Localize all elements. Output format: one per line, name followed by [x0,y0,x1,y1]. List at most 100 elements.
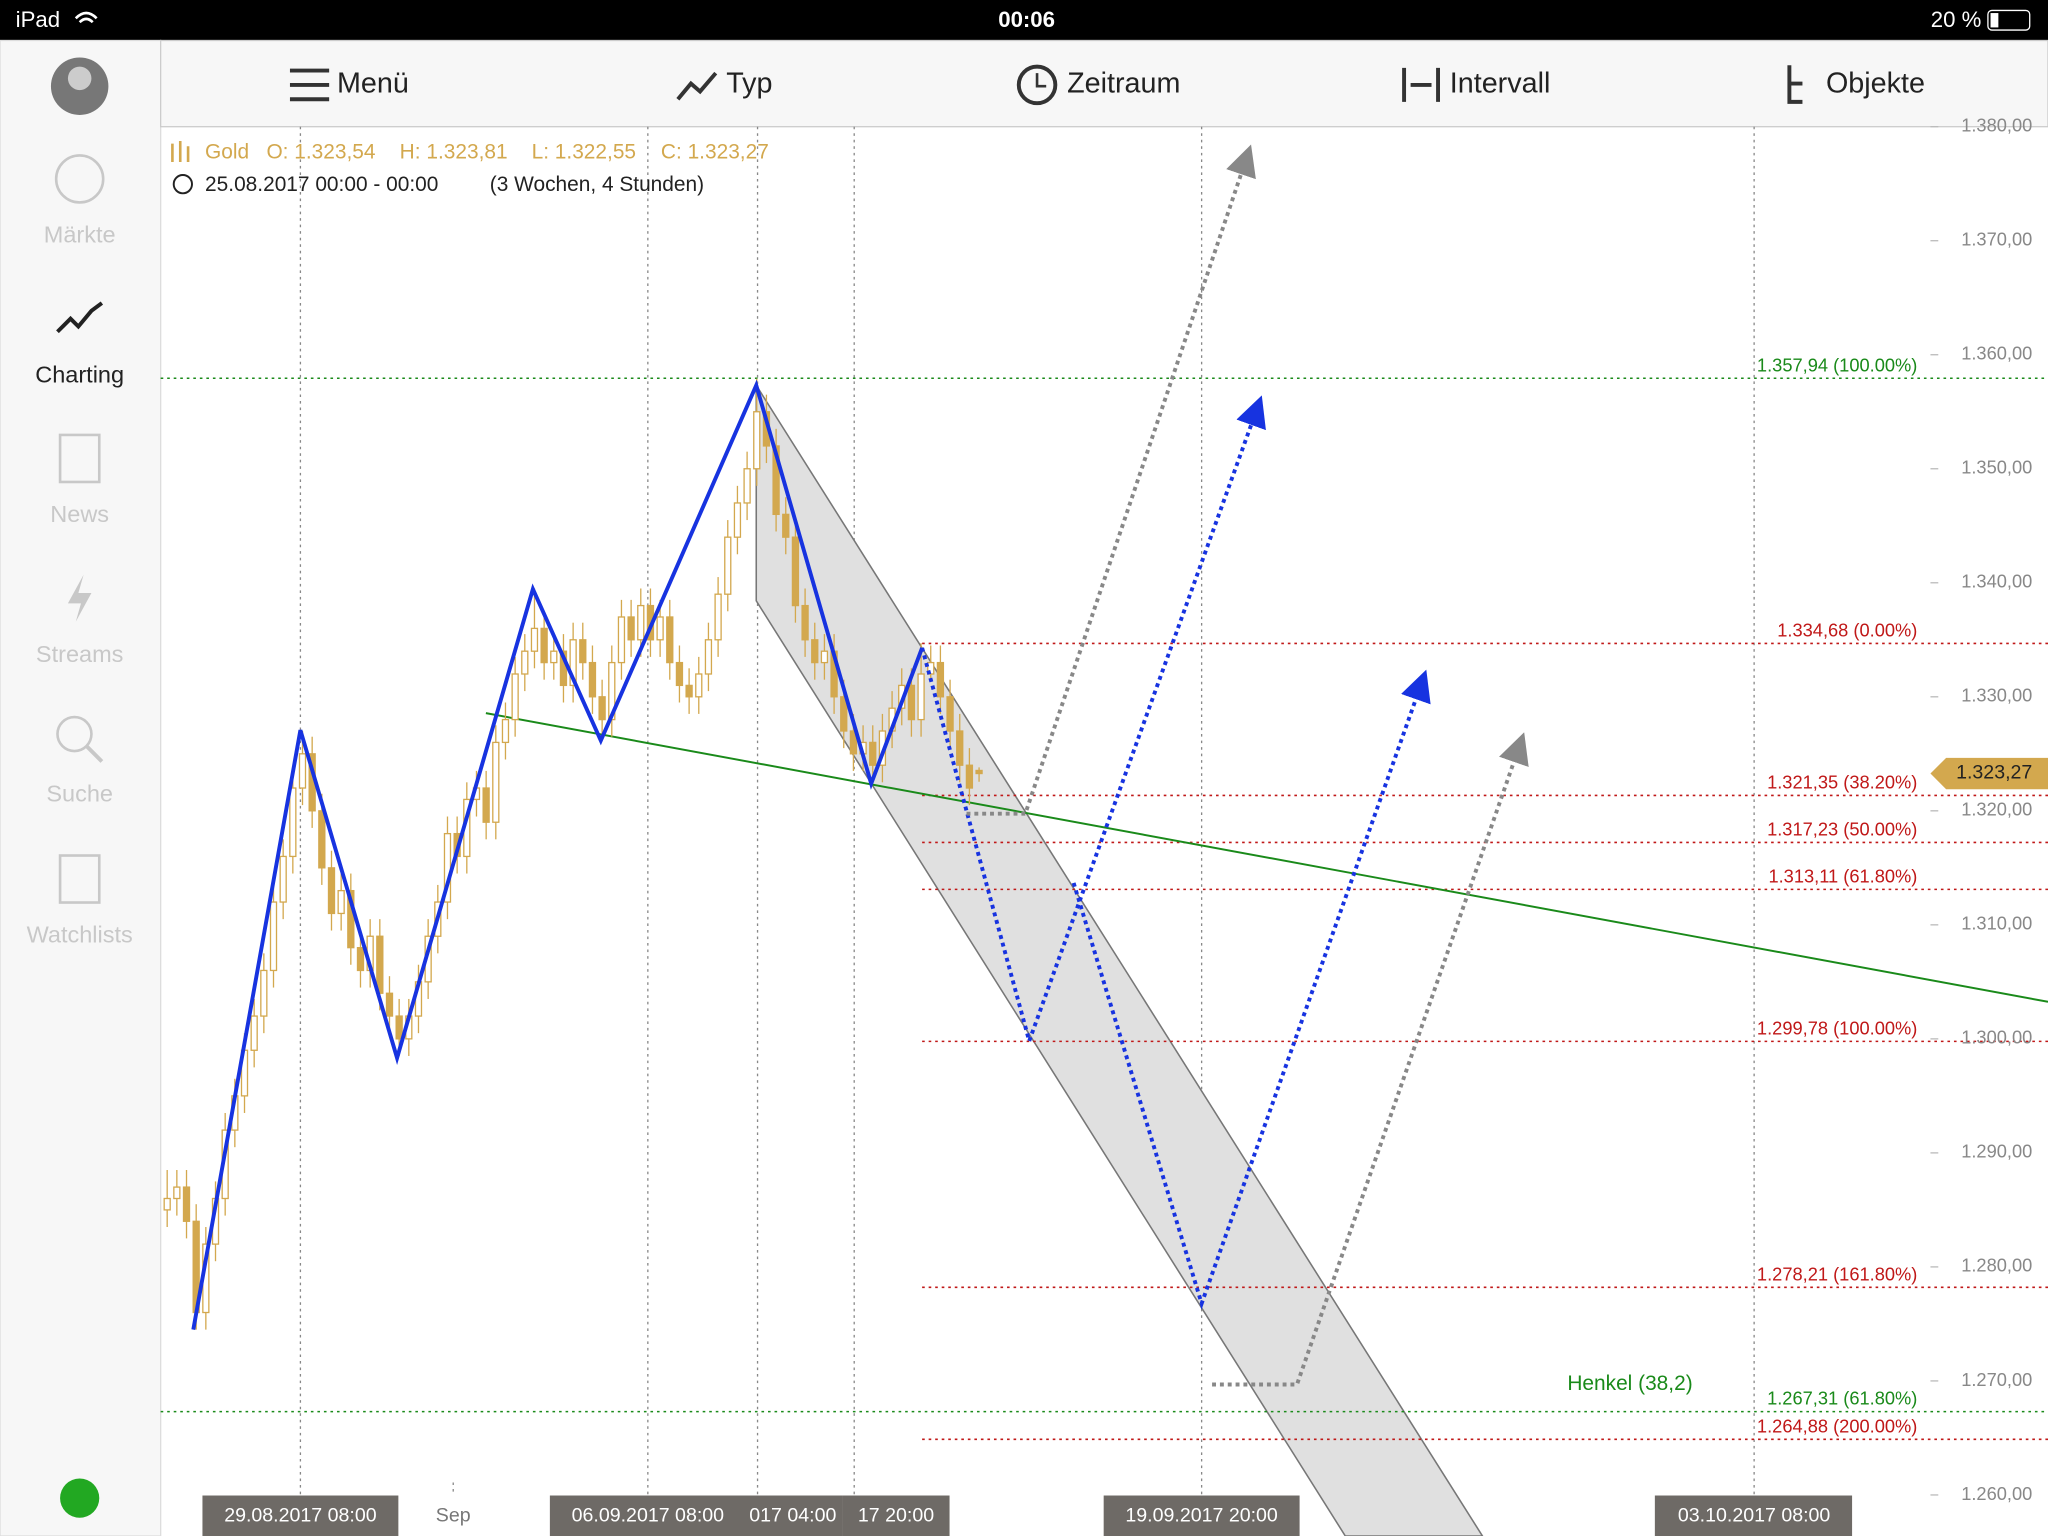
candle-body [820,650,829,664]
candle-body [318,810,326,869]
candle-body [975,769,983,775]
date-label-box [1654,1495,1853,1536]
candle-body [811,639,819,664]
date-label-box [744,1495,843,1536]
time-grid [299,126,1755,1496]
status-bar [0,0,2048,41]
search-handle [84,744,104,763]
candle-body [956,730,964,766]
candle-body [907,684,916,721]
candle-body [260,969,268,1017]
candle-body [685,684,693,698]
avatar-head [67,66,92,91]
candle-body [965,764,974,789]
news-icon [58,433,101,484]
level-label: 1.278,21 (161.80%) [1757,1263,1917,1284]
zigzag-wave[interactable] [191,379,924,1330]
nav-item[interactable]: Watchlists [27,922,133,948]
interval-icon [1402,67,1440,102]
nav-item[interactable]: News [50,501,109,527]
candle-body [743,468,751,504]
candle-body [791,536,800,607]
toolbar-button[interactable]: Objekte [1826,67,1925,99]
clock-icon [1016,64,1058,106]
ohlc-label: O: 1.323,54 [266,140,375,163]
toolbar-button[interactable]: Zeitraum [1067,67,1180,99]
projection-arrow[interactable] [1071,669,1431,1310]
candle-body [356,946,365,972]
candle-body [617,616,626,664]
y-tick-label: 1.280,00 [1961,1255,2032,1276]
date-label: 19.09.2017 20:00 [1125,1505,1278,1527]
candle-body [289,787,297,858]
trend-line[interactable] [485,712,2048,1003]
candle-body [395,1015,403,1040]
date-label: 03.10.2017 08:00 [1678,1505,1831,1527]
candle-body [675,661,684,687]
candle-body [579,639,587,664]
wifi-icon [74,11,98,24]
globe-icon [54,154,105,204]
y-tick-label: 1.320,00 [1961,799,2032,820]
candle-body [637,604,645,641]
instrument-icon [171,141,190,162]
clock: 00:06 [998,7,1055,32]
candle-body [501,718,510,744]
candle-body [492,741,500,823]
y-tick-label: 1.270,00 [1961,1369,2032,1390]
battery-fill [1990,13,1999,28]
trend-channel[interactable] [755,382,1484,1536]
clock-hands [1035,73,1047,88]
candle-body [327,867,336,915]
range-detail: (3 Wochen, 4 Stunden) [490,173,704,196]
projection-arrow[interactable] [920,395,1266,1048]
toolbar-button[interactable]: Menü [337,67,409,99]
type-icon [676,71,718,101]
nav-item[interactable]: Streams [36,641,124,667]
date-label-box [202,1495,399,1536]
level-label: 1.317,23 (50.00%) [1767,818,1917,839]
ohlc-label: C: 1.323,27 [661,140,769,163]
instrument: Gold [205,140,249,163]
objects-icon [1787,65,1803,104]
y-tick-label: 1.370,00 [1961,229,2032,250]
candle-body [250,1015,258,1051]
annotation: Henkel (38,2) [1567,1372,1692,1395]
date-label-box [549,1495,745,1536]
nav-item[interactable]: Märkte [44,222,116,248]
projection-arrow[interactable] [1212,732,1529,1387]
candle-body [279,855,287,903]
candle-body [927,661,935,675]
toolbar-button[interactable]: Typ [726,67,772,99]
projection-arrow[interactable] [966,144,1256,816]
level-label: 1.267,31 (61.80%) [1767,1388,1917,1409]
candle-body [753,411,761,470]
candle-body [840,696,848,732]
ohlc-label: H: 1.323,81 [400,140,508,163]
nav-item[interactable]: Charting [35,361,124,387]
candles [163,378,983,1330]
y-tick-label: 1.300,00 [1961,1027,2032,1048]
candle-body [869,741,877,766]
candle-body [801,604,809,641]
battery-icon [1987,9,2031,31]
candle-body [946,696,954,732]
candle-body [704,639,713,675]
device-name: iPad [16,7,60,32]
candle-body [627,616,635,641]
candle-body [917,673,925,721]
y-tick-label: 1.380,00 [1961,115,2032,136]
candle-body [666,616,674,664]
nav-item[interactable]: Suche [46,781,113,807]
ohlc-label: L: 1.322,55 [532,140,636,163]
fib-levels: 1.357,94 (100.00%) 1.334,68 (0.00%) 1.321,… [160,354,2048,1441]
connection-indicator [60,1478,100,1518]
candle-body [347,889,355,949]
y-tick-label: 1.260,00 [1961,1483,2032,1504]
level-label: 1.299,78 (100.00%) [1757,1017,1917,1038]
candle-body [182,1186,191,1222]
date-label: 017 04:00 [749,1505,836,1527]
price-badge-label: 1.323,27 [1956,762,2032,784]
candle-body [163,1197,171,1211]
toolbar-button[interactable]: Intervall [1450,67,1551,99]
